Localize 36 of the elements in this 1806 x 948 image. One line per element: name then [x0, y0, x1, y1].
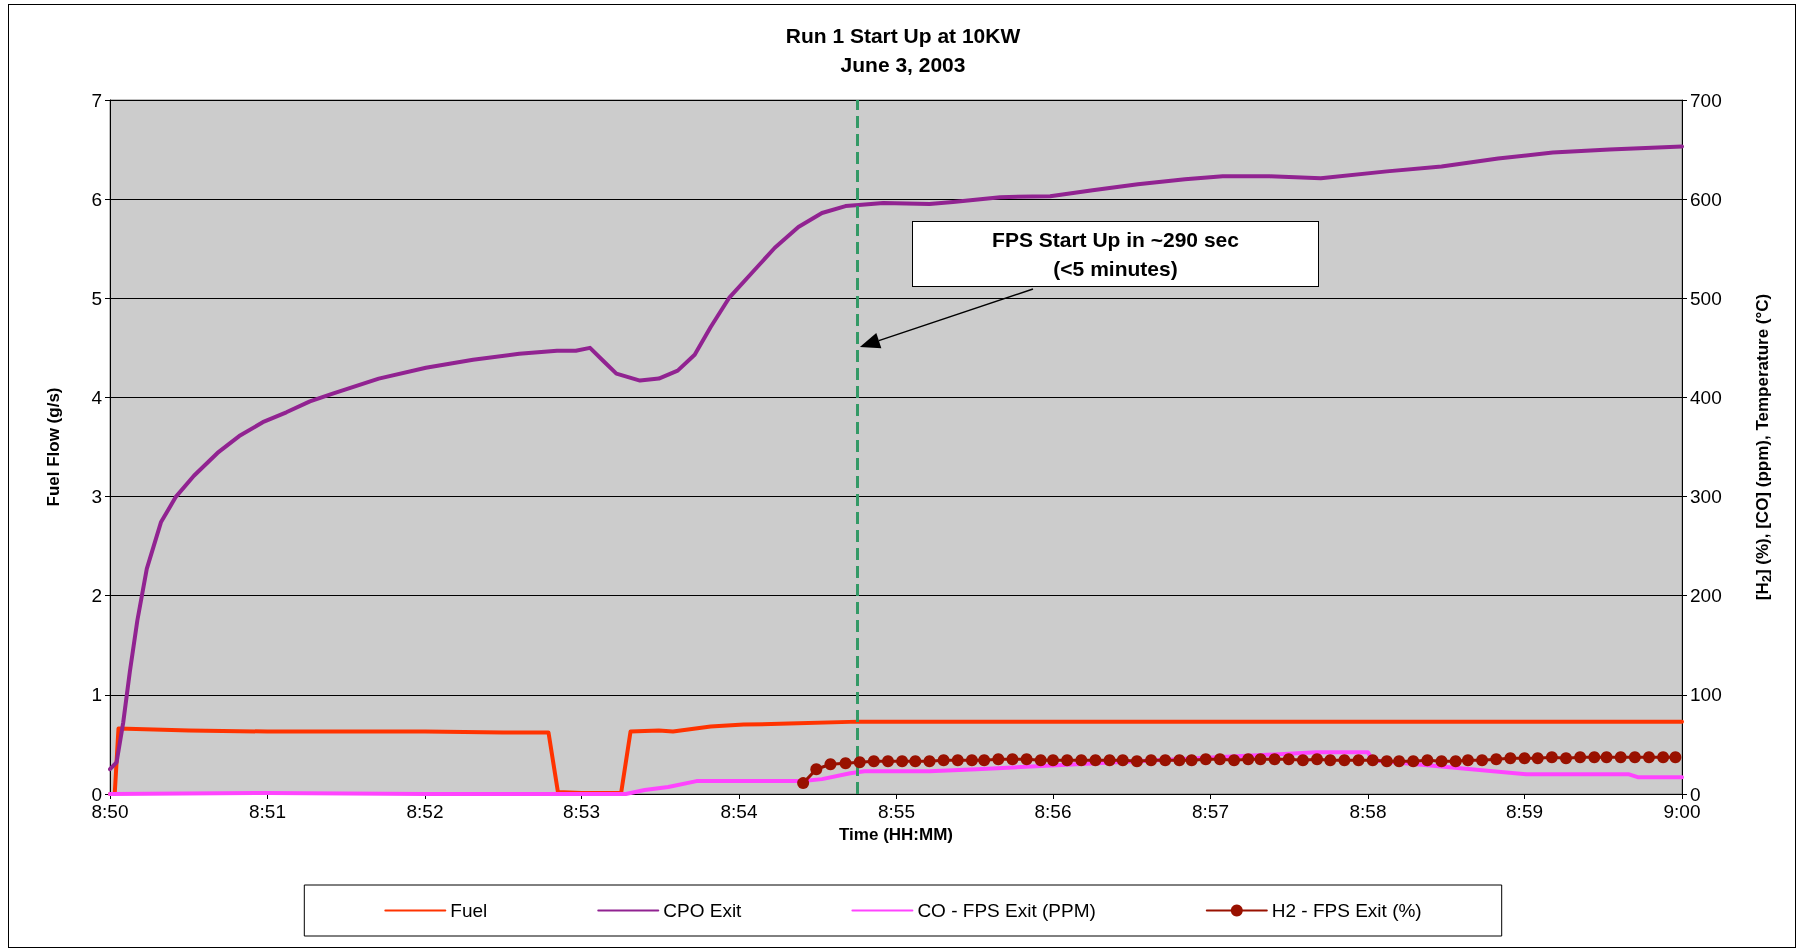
x-tick-label: 8:56 [1034, 801, 1072, 822]
legend-label: CO - FPS Exit (PPM) [917, 900, 1096, 921]
y-tick-label: 5 [91, 287, 102, 309]
x-tick-label: 8:58 [1349, 801, 1387, 822]
y2-tick-label: 700 [1690, 89, 1722, 111]
y-tick-label: 1 [91, 684, 102, 706]
x-axis-title: Time (HH:MM) [839, 825, 953, 844]
y-tick-label: 7 [91, 89, 102, 111]
y-tick-label: 4 [91, 386, 103, 408]
legend-label: Fuel [450, 900, 488, 921]
text-box: FPS Start Up in ~290 sec (<5 minutes) [912, 221, 1319, 287]
line-series [108, 750, 1684, 796]
line-series [108, 719, 1684, 796]
x-tick-label: 8:59 [1506, 801, 1544, 822]
legend-label: H2 - FPS Exit (%) [1271, 900, 1422, 921]
x-tick-label: 8:57 [1192, 801, 1229, 822]
x-tick-label: 8:54 [720, 801, 758, 822]
line-series [108, 144, 1684, 772]
y2-axis-title: [H2] (%), [CO] (ppm), Temperature (°C) [1753, 293, 1774, 601]
chart-subtitle: June 3, 2003 [840, 53, 966, 76]
y2-tick-label: 300 [1690, 486, 1722, 508]
x-tick-label: 8:52 [406, 801, 444, 822]
x-tick-label: 8:51 [248, 801, 286, 822]
x-tick-label: 8:53 [563, 801, 600, 822]
y2-tick-label: 200 [1690, 585, 1722, 607]
y2-tick-label: 100 [1690, 684, 1722, 706]
y-tick-label: 2 [91, 585, 102, 607]
y-axis-title: Fuel Flow (g/s) [44, 387, 63, 507]
y-tick-label: 6 [91, 188, 102, 210]
y2-tick-label: 600 [1690, 188, 1722, 210]
y-tick-label: 3 [91, 486, 102, 508]
chart-title: Run 1 Start Up at 10KW [785, 24, 1021, 47]
x-tick-label: 8:55 [877, 801, 915, 822]
y2-tick-label: 500 [1690, 287, 1722, 309]
legend-label: CPO Exit [663, 900, 743, 921]
y2-tick-label: 400 [1690, 386, 1722, 408]
